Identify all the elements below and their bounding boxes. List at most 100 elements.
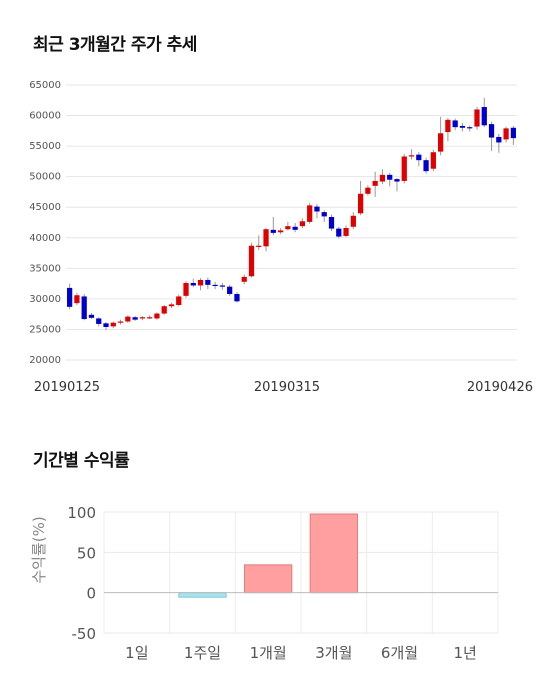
candle-body-down (452, 120, 458, 128)
candle-body-up (147, 317, 153, 319)
y-tick-label: 35000 (29, 263, 61, 274)
x-tick-label: 1일 (125, 644, 148, 662)
candle (467, 125, 473, 132)
candle-body-up (408, 155, 415, 157)
candle (117, 319, 124, 325)
candle (212, 281, 218, 290)
candle-body-up (125, 316, 131, 322)
candle (168, 302, 175, 309)
y-tick-label: 30000 (29, 294, 61, 305)
candle-body-down (416, 154, 422, 161)
candle (299, 218, 306, 228)
candle-body-down (67, 287, 73, 307)
candle-body-down (88, 314, 95, 318)
candle-body-up (401, 156, 407, 181)
candle-body-up (139, 317, 145, 319)
candle (423, 157, 429, 174)
candle (314, 204, 320, 219)
candle-body-down (394, 179, 400, 182)
candle (438, 116, 444, 156)
candle-body-up (372, 180, 378, 186)
candle-body-up (277, 230, 284, 233)
y-tick-label: 50 (77, 544, 96, 562)
candle-body-up (438, 133, 444, 152)
candle-body-down (212, 284, 218, 287)
candle (270, 217, 276, 236)
candle (350, 212, 356, 230)
candle-body-up (161, 306, 167, 314)
candle (321, 210, 327, 222)
candle (176, 294, 182, 307)
candle-body-up (176, 296, 182, 305)
y-tick-label: 20000 (29, 355, 61, 366)
candle (474, 107, 480, 130)
x-tick-label: 20190426 (467, 380, 533, 395)
candle (139, 316, 145, 321)
candle (372, 171, 378, 197)
candle-body-down (321, 212, 327, 217)
candle-body-down (510, 127, 516, 139)
candle (328, 214, 335, 232)
return-bar (244, 564, 293, 594)
candle (430, 149, 436, 172)
candle-body-down (467, 127, 473, 129)
candle (81, 294, 87, 321)
candle-body-up (110, 322, 116, 327)
y-tick-label: 45000 (29, 202, 61, 213)
candle (365, 185, 371, 196)
candle (307, 202, 313, 224)
y-tick-label: 50000 (29, 172, 61, 183)
y-tick-label: -50 (72, 625, 97, 643)
candle-body-up (248, 245, 255, 277)
candle-body-down (496, 136, 502, 143)
candle-body-up (197, 279, 204, 286)
candle-body-up (183, 283, 189, 296)
x-tick-label: 1주일 (184, 644, 221, 662)
candle-body-up (379, 174, 386, 182)
candle-body-up (154, 313, 160, 319)
candle (74, 292, 80, 305)
candle-body-up (474, 109, 480, 127)
candle (445, 118, 451, 142)
candle-body-down (423, 160, 429, 172)
y-tick-label: 0 (86, 585, 96, 603)
candle-body-down (488, 124, 495, 138)
candle-body-up (117, 321, 124, 323)
candle-body-down (81, 296, 87, 320)
x-tick-label: 1개월 (250, 644, 287, 662)
candle-body-up (357, 193, 364, 214)
candle-body-down (219, 285, 226, 287)
candle (205, 277, 211, 290)
return-bar (309, 513, 358, 594)
candle-body-down (292, 226, 298, 230)
candle-body-down (336, 228, 342, 237)
candle-body-up (241, 276, 247, 282)
candle-body-down (314, 206, 320, 212)
candle (248, 242, 255, 278)
candle-body-up (350, 215, 356, 227)
price-trend-title: 최근 3개월간 주가 추세 (33, 35, 197, 55)
candle (496, 133, 502, 153)
y-tick-label: 55000 (29, 141, 61, 152)
candle (481, 97, 487, 128)
candle-body-down (270, 229, 276, 233)
candle (503, 126, 509, 143)
candle-body-down (481, 107, 487, 126)
candle (488, 121, 495, 151)
y-tick-label: 25000 (29, 324, 61, 335)
candle-body-up (285, 226, 291, 230)
y-tick-label: 100 (67, 504, 96, 522)
candle (285, 221, 291, 231)
candle (161, 305, 167, 315)
candle (227, 284, 233, 296)
candle (256, 235, 262, 250)
candle-body-down (328, 217, 335, 229)
x-tick-label: 20190125 (34, 380, 100, 395)
candle-body-up (365, 187, 371, 194)
candle (357, 180, 364, 216)
candle-body-up (256, 245, 262, 247)
candle (125, 315, 131, 323)
return-bar-chart: -50 0 50 100 1일 1주일 1개월 3개월 6개월 1년 수익률(%) (30, 504, 499, 662)
candlestick-chart: 20000 25000 30000 35000 40000 45000 50000 55000… (29, 80, 533, 395)
candle (147, 315, 153, 320)
